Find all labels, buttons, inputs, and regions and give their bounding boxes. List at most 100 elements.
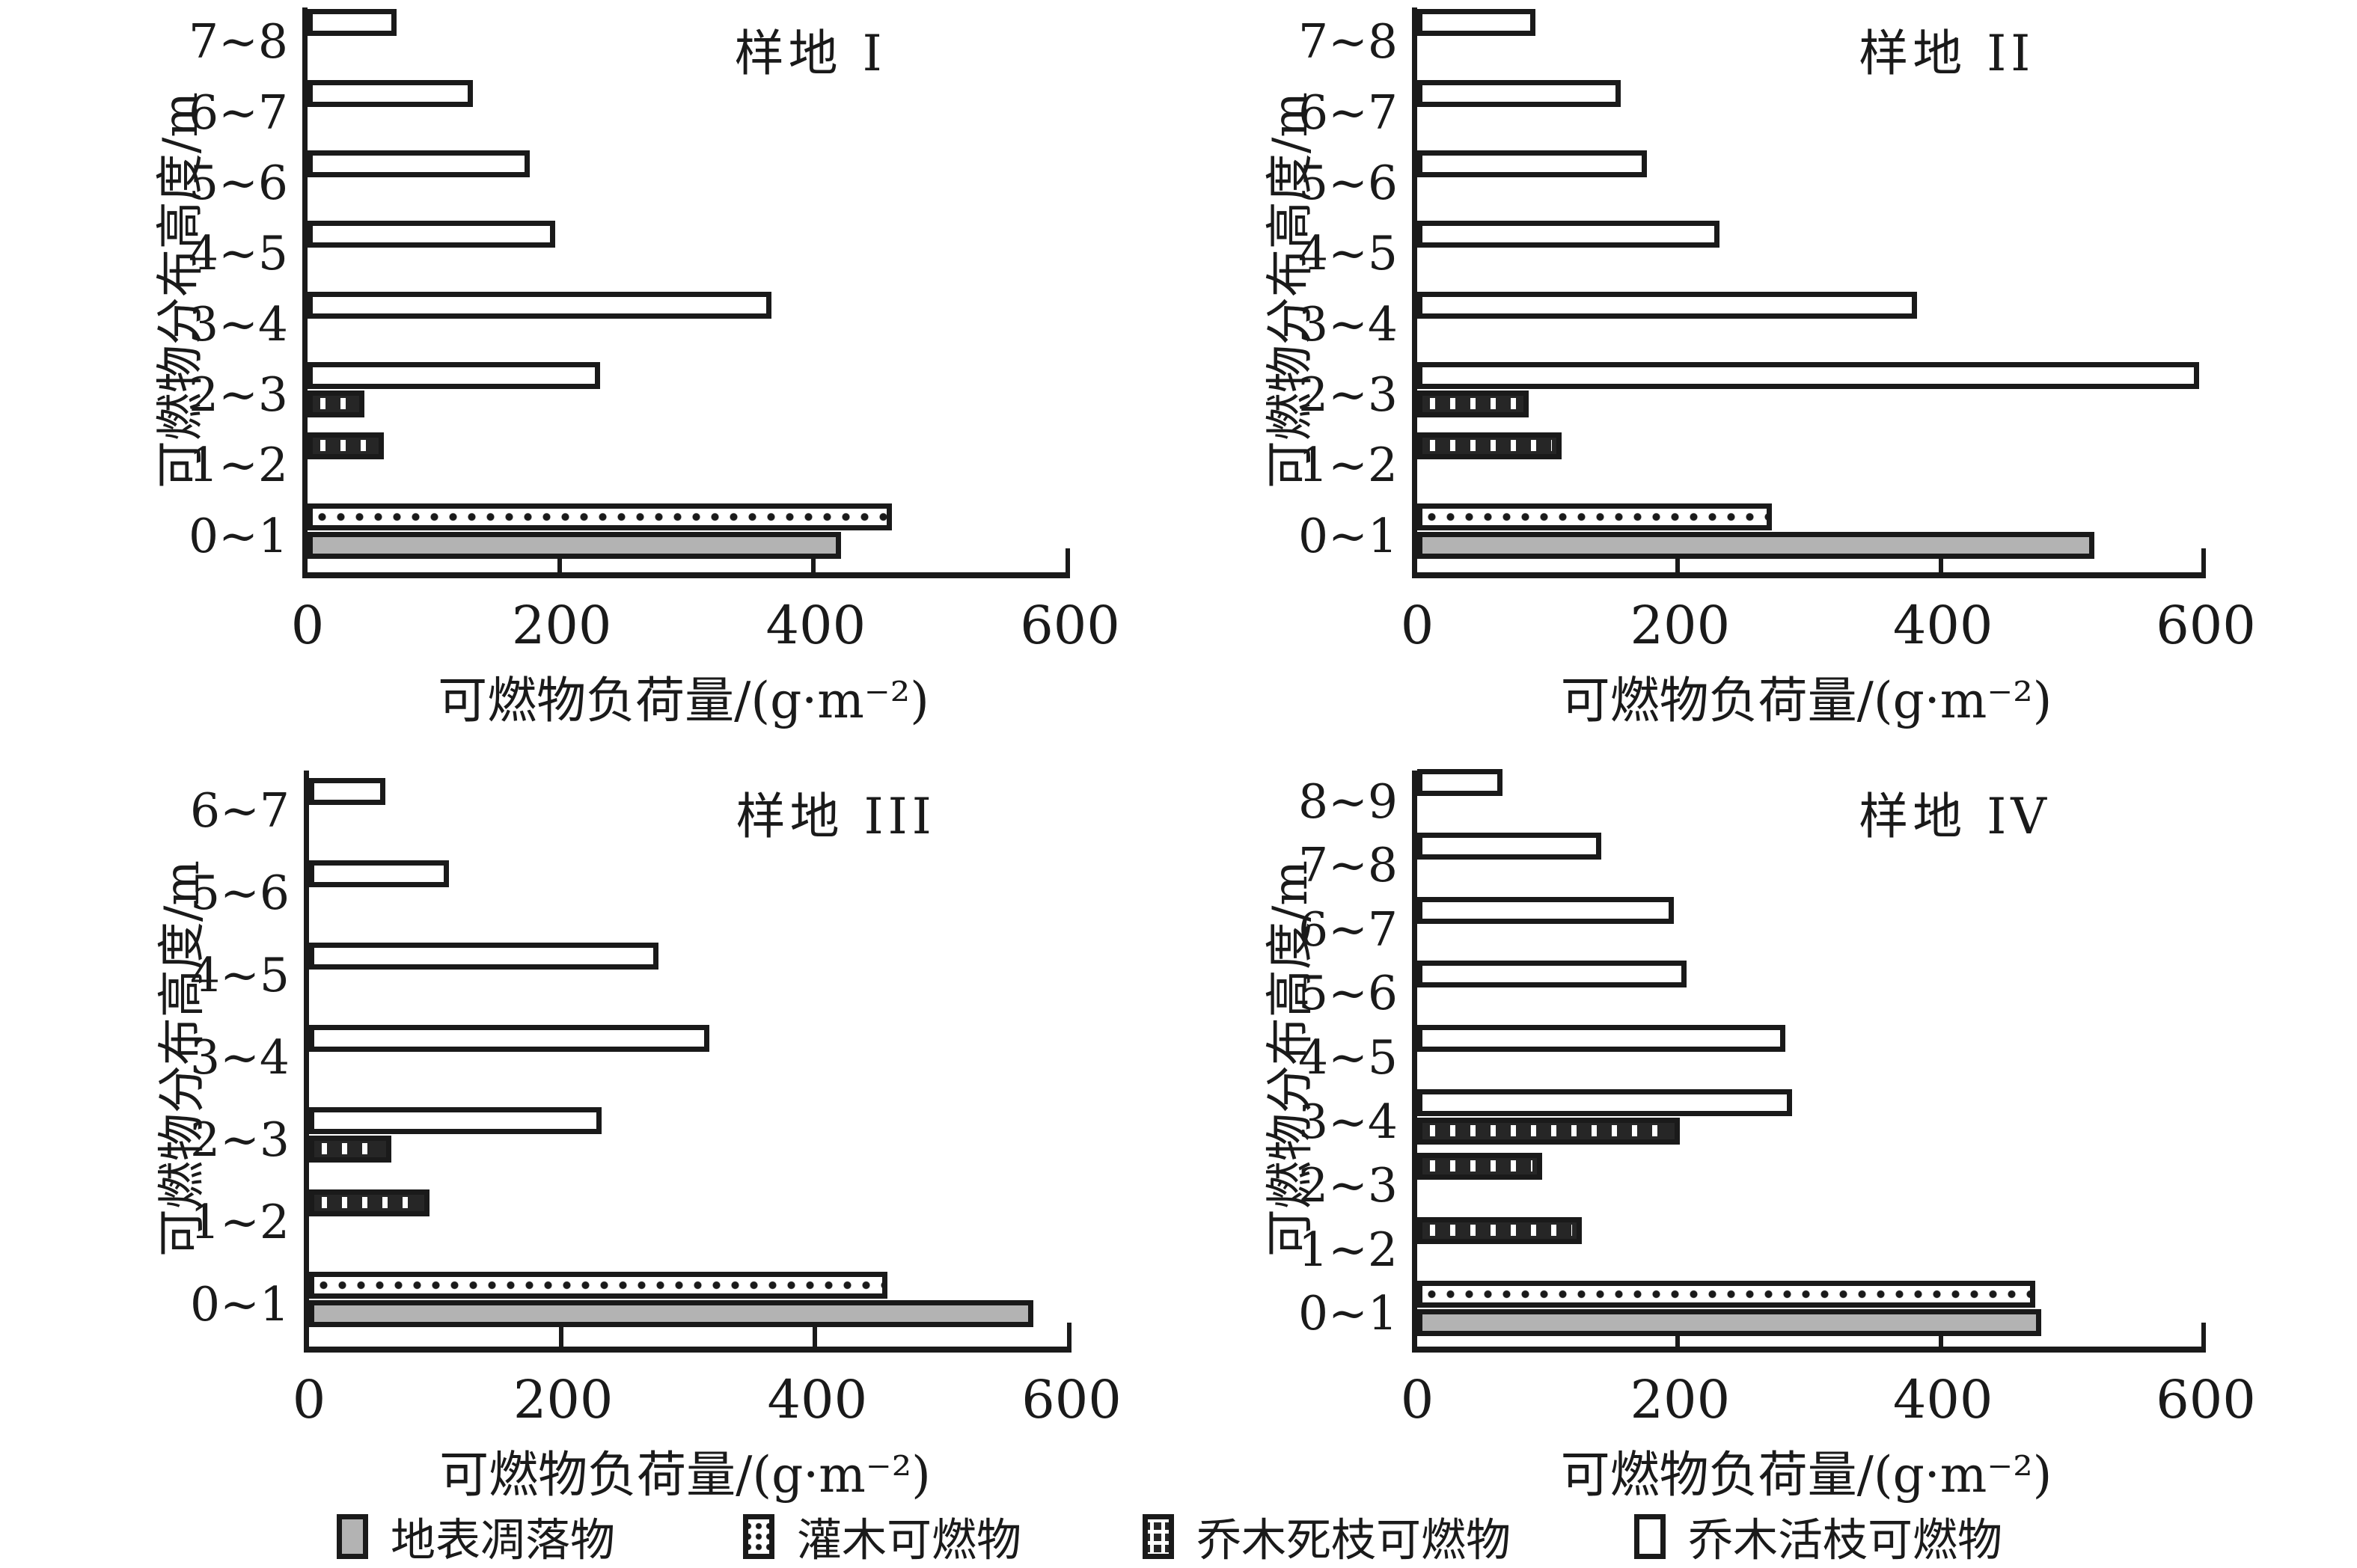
- panel-plot-3: 可燃物分布高度/m 样地 III 0 200 400 600 6~7 5~6 4~5 3~4 2~3…: [0, 748, 1178, 1504]
- bar-dead: [1417, 1153, 1542, 1180]
- category-label: 4~5: [1298, 226, 1398, 281]
- panel-plot-1: 可燃物分布高度/m 样地 I 0 200 400 600 7~8 6~7 5~6 4~5 3~4 2~…: [0, 0, 1178, 748]
- category-label: 0~1: [189, 508, 288, 563]
- x-axis-tick-label: 0: [290, 595, 325, 656]
- x-axis-tick-label: 0: [292, 1369, 326, 1430]
- bar-litter: [309, 1300, 1033, 1327]
- x-axis-tick-label: 400: [767, 1369, 868, 1430]
- bar-live: [1417, 961, 1687, 987]
- legend-swatch-live-icon: [1634, 1514, 1666, 1559]
- category-label: 1~2: [189, 438, 288, 493]
- x-axis-tick-label: 400: [1892, 595, 1993, 656]
- category-label: 4~5: [1298, 1030, 1398, 1085]
- category-label: 1~2: [1298, 438, 1398, 493]
- x-axis-tick-label: 600: [1020, 595, 1120, 656]
- legend-label-live: 乔木活枝可燃物: [1688, 1514, 2002, 1567]
- category-label: 7~8: [1298, 14, 1398, 70]
- category-label: 7~8: [1298, 838, 1398, 893]
- plot-title: 样地 II: [1859, 25, 2035, 82]
- x-axis-title: 可燃物负荷量/(g·m⁻²): [438, 672, 929, 729]
- y-axis-title: 可燃物分布高度/m: [1263, 91, 1318, 489]
- bar-dead: [1417, 432, 1562, 459]
- x-axis-tick: [1067, 1323, 1071, 1347]
- category-label: 2~3: [190, 1112, 290, 1168]
- x-axis-tick-label: 400: [1892, 1369, 1993, 1430]
- x-axis-tick: [1675, 548, 1681, 572]
- bar-dead: [1417, 1118, 1680, 1145]
- plot-area: 样地 II 0 200 400 600 7~8 6~7 5~6 4~5 3~4 2~3 1~2 0~1: [1298, 7, 2256, 656]
- category-label: 5~6: [189, 155, 288, 210]
- bar-live: [308, 9, 397, 36]
- x-axis-tick-label: 0: [1400, 1369, 1434, 1430]
- x-axis-tick: [558, 1323, 563, 1347]
- category-label: 3~4: [189, 296, 288, 352]
- legend-swatch-dead-icon: [1143, 1514, 1174, 1559]
- category-label: 3~4: [1298, 1094, 1398, 1149]
- legend-swatch-litter-icon: [337, 1514, 368, 1559]
- bar-live: [1417, 1025, 1785, 1052]
- bar-live: [1417, 362, 2199, 389]
- bar-live: [1417, 897, 1674, 924]
- x-axis-tick: [2201, 1323, 2206, 1347]
- legend-swatch-shrub-icon: [743, 1514, 774, 1559]
- legend-label-shrub: 灌木可燃物: [797, 1514, 1021, 1567]
- category-label: 7~8: [189, 14, 288, 70]
- plot-title: 样地 III: [736, 788, 936, 845]
- category-label: 2~3: [1298, 1158, 1398, 1213]
- bar-shrub: [308, 503, 892, 530]
- bar-dead: [1417, 1217, 1582, 1244]
- bar-live: [308, 292, 771, 319]
- legend: 地表凋落物 灌木可燃物 乔木死枝可燃物 乔木活枝可燃物: [0, 1505, 2357, 1568]
- x-axis-tick-label: 0: [1400, 595, 1434, 656]
- bar-live: [308, 362, 600, 389]
- category-label: 6~7: [189, 85, 288, 140]
- bar-live: [308, 80, 473, 107]
- x-axis-tick: [811, 548, 816, 572]
- category-label: 5~6: [190, 866, 290, 921]
- bar-dead: [309, 1136, 391, 1163]
- plot-area: 样地 III 0 200 400 600 6~7 5~6 4~5 3~4 2~3 1~2 0~1: [190, 771, 1122, 1430]
- y-axis-title: 可燃物分布高度/m: [153, 91, 209, 489]
- category-label: 6~7: [1298, 85, 1398, 140]
- legend-label-dead: 乔木死枝可燃物: [1196, 1514, 1511, 1567]
- plot-area: 样地 I 0 200 400 600 7~8 6~7 5~6 4~5 3~4 2~3 1~2 0~1: [189, 7, 1120, 656]
- bar-live: [1417, 80, 1621, 107]
- panel-plot-4: 可燃物分布高度/m 样地 IV 0 200 400 600 8~9 7~8 6~7 5~6 4~5 3…: [1178, 748, 2357, 1504]
- plot-title: 样地 I: [734, 25, 887, 82]
- x-axis-tick: [1938, 548, 1943, 572]
- category-label: 8~9: [1298, 774, 1398, 829]
- category-label: 4~5: [190, 948, 290, 1003]
- category-label: 1~2: [190, 1195, 290, 1250]
- category-label: 3~4: [190, 1030, 290, 1085]
- x-axis-tick-label: 600: [2156, 595, 2256, 656]
- bar-live: [308, 221, 555, 248]
- bar-live: [309, 1107, 602, 1134]
- bar-litter: [308, 532, 841, 559]
- x-axis-tick-label: 600: [2156, 1369, 2256, 1430]
- x-axis-tick: [2201, 548, 2206, 572]
- bar-live: [1417, 292, 1917, 319]
- bar-live: [1417, 221, 1719, 248]
- x-axis-tick: [1066, 548, 1070, 572]
- bar-shrub: [309, 1272, 887, 1299]
- legend-label-litter: 地表凋落物: [391, 1514, 615, 1567]
- bar-live: [308, 150, 530, 177]
- bar-live: [1417, 1089, 1792, 1116]
- x-axis-tick: [557, 548, 562, 572]
- x-axis-title: 可燃物负荷量/(g·m⁻²): [439, 1446, 931, 1504]
- bar-shrub: [1417, 503, 1772, 530]
- bar-live: [1417, 833, 1601, 860]
- bar-shrub: [1417, 1281, 2035, 1308]
- plot-title: 样地 IV: [1859, 788, 2051, 845]
- x-axis-tick-label: 200: [513, 1369, 614, 1430]
- category-label: 3~4: [1298, 296, 1398, 352]
- x-axis-tick-label: 200: [1630, 595, 1731, 656]
- category-label: 2~3: [1298, 367, 1398, 423]
- category-label: 1~2: [1298, 1222, 1398, 1277]
- x-axis-tick: [813, 1323, 818, 1347]
- category-label: 0~1: [1298, 1286, 1398, 1341]
- x-axis-title: 可燃物负荷量/(g·m⁻²): [1560, 672, 2052, 729]
- category-label: 6~7: [1298, 901, 1398, 957]
- bar-dead: [309, 1189, 429, 1216]
